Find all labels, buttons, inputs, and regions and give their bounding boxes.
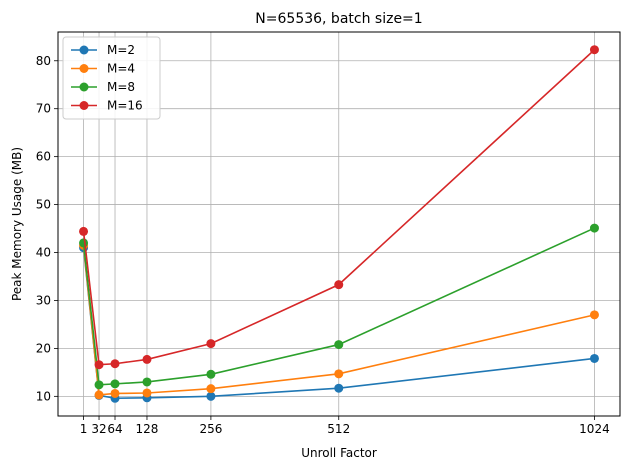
data-point bbox=[589, 310, 599, 320]
legend-marker bbox=[79, 82, 89, 92]
data-point bbox=[94, 390, 104, 400]
y-tick-label: 60 bbox=[36, 150, 51, 164]
x-axis-ticks: 1 32 64 128 256 512 1024 bbox=[80, 416, 610, 436]
data-point bbox=[589, 353, 599, 363]
data-point bbox=[94, 380, 104, 390]
x-tick-label: 256 bbox=[199, 422, 222, 436]
legend-marker bbox=[79, 45, 89, 55]
legend-label: M=16 bbox=[107, 99, 143, 113]
y-tick-label: 70 bbox=[36, 102, 51, 116]
legend-box bbox=[62, 36, 161, 120]
data-point bbox=[110, 388, 120, 398]
data-point bbox=[589, 223, 599, 233]
series-m-4 bbox=[79, 240, 599, 400]
legend-label: M=2 bbox=[107, 43, 135, 57]
x-tick-label: 128 bbox=[136, 422, 159, 436]
y-axis-ticks: 10 20 30 40 50 60 70 80 bbox=[36, 54, 58, 403]
data-point bbox=[110, 379, 120, 389]
legend: M=2 M=4 M=8 M=16 bbox=[62, 36, 161, 120]
chart-title: N=65536, batch size=1 bbox=[255, 11, 422, 27]
x-tick-label: 64 bbox=[107, 422, 122, 436]
legend-label: M=8 bbox=[107, 80, 135, 94]
plot-frame bbox=[57, 31, 621, 417]
data-point bbox=[142, 377, 152, 387]
y-axis-label: Peak Memory Usage (MB) bbox=[10, 147, 24, 301]
y-tick-label: 40 bbox=[36, 246, 51, 260]
data-point bbox=[94, 360, 104, 370]
y-tick-label: 80 bbox=[36, 54, 51, 68]
y-tick-label: 50 bbox=[36, 198, 51, 212]
legend-marker bbox=[79, 64, 89, 73]
data-point bbox=[334, 383, 344, 393]
y-tick-label: 30 bbox=[36, 293, 51, 307]
data-point bbox=[334, 340, 344, 350]
data-point bbox=[206, 384, 216, 394]
data-point bbox=[142, 354, 152, 364]
legend-marker bbox=[79, 101, 89, 110]
data-point bbox=[142, 388, 152, 398]
data-point bbox=[206, 339, 216, 349]
y-tick-label: 20 bbox=[36, 341, 51, 355]
legend-label: M=4 bbox=[107, 62, 135, 76]
x-tick-label: 512 bbox=[327, 422, 350, 436]
data-point bbox=[589, 45, 599, 55]
series-m-16 bbox=[79, 45, 599, 370]
x-axis-label: Unroll Factor bbox=[301, 446, 377, 460]
x-tick-label: 1 bbox=[80, 422, 88, 436]
series-lines bbox=[79, 45, 599, 403]
data-point bbox=[206, 369, 216, 379]
data-point bbox=[206, 391, 216, 401]
data-point bbox=[334, 369, 344, 379]
data-point bbox=[110, 359, 120, 369]
y-tick-label: 10 bbox=[36, 389, 51, 403]
data-point bbox=[334, 280, 344, 290]
series-m-8 bbox=[79, 223, 599, 390]
grid bbox=[58, 32, 620, 416]
data-point bbox=[79, 226, 89, 236]
x-tick-label: 32 bbox=[91, 422, 106, 436]
x-tick-label: 1024 bbox=[579, 422, 610, 436]
data-point bbox=[79, 238, 89, 248]
